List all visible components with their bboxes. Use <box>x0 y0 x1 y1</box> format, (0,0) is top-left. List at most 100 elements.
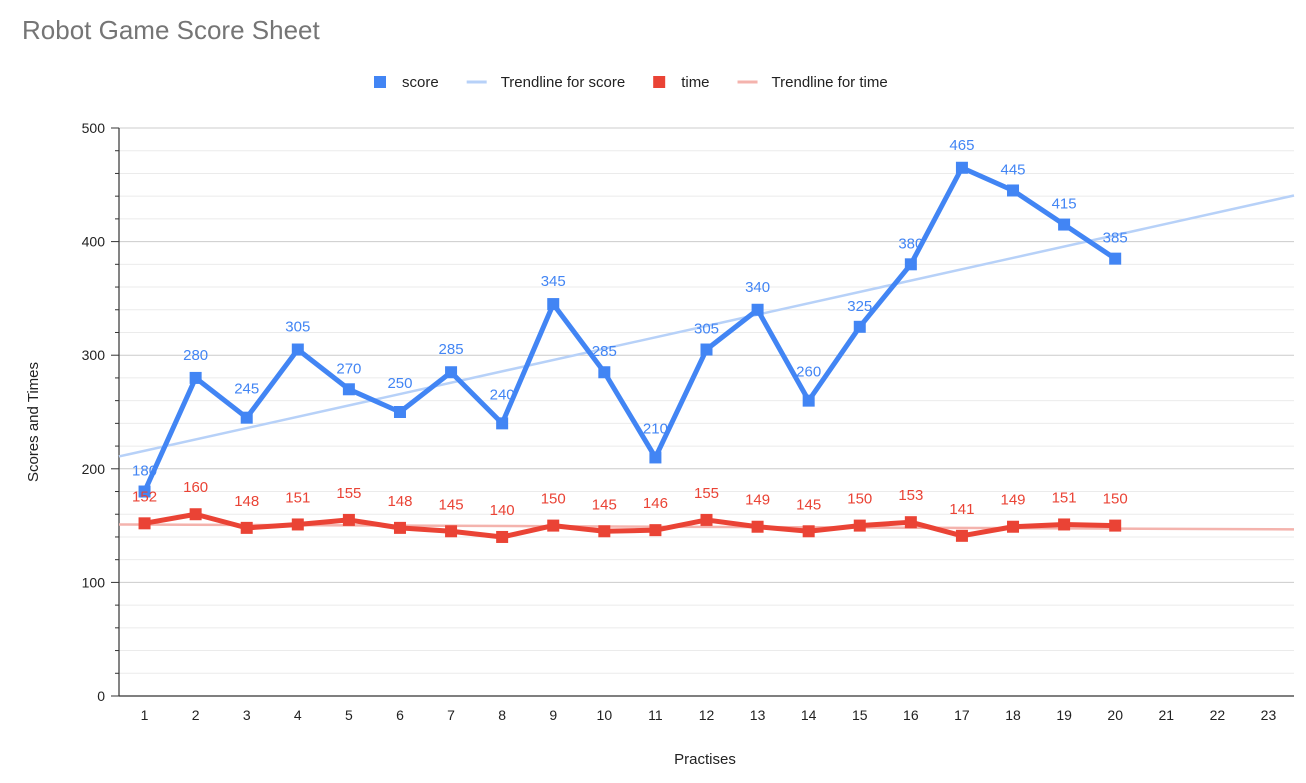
data-point-time[interactable] <box>393 521 406 534</box>
data-point-score[interactable] <box>1007 184 1020 197</box>
data-point-time[interactable] <box>853 519 866 532</box>
x-axis-title: Practises <box>674 751 736 768</box>
data-label-score: 260 <box>796 364 821 381</box>
data-point-time[interactable] <box>955 529 968 542</box>
x-tick-label: 21 <box>1158 707 1174 723</box>
y-tick-label: 200 <box>82 461 106 477</box>
legend-label: time <box>681 74 709 91</box>
data-point-score[interactable] <box>189 371 202 384</box>
data-label-score: 445 <box>1001 161 1026 178</box>
data-point-score[interactable] <box>649 451 662 464</box>
legend-item[interactable]: score <box>374 74 439 91</box>
data-label-time: 145 <box>592 496 617 513</box>
chart-legend[interactable]: score Trendline for score time Trendline fo… <box>374 74 888 91</box>
data-label-score: 210 <box>643 420 668 437</box>
data-point-score[interactable] <box>496 417 509 430</box>
data-point-score[interactable] <box>1109 252 1122 265</box>
data-label-score: 305 <box>694 321 719 338</box>
data-label-score: 415 <box>1052 196 1077 213</box>
x-tick-label: 8 <box>498 707 506 723</box>
data-point-score[interactable] <box>342 383 355 396</box>
data-point-score[interactable] <box>955 161 968 174</box>
data-point-time[interactable] <box>1007 520 1020 533</box>
data-label-time: 153 <box>898 487 923 504</box>
data-point-score[interactable] <box>751 303 764 316</box>
data-label-time: 151 <box>285 489 310 506</box>
data-label-score: 250 <box>387 375 412 392</box>
series-group <box>138 161 1122 543</box>
data-point-score[interactable] <box>393 406 406 418</box>
legend-swatch-score <box>374 76 386 88</box>
x-tick-label: 22 <box>1210 707 1226 723</box>
x-tick-label: 19 <box>1056 707 1072 723</box>
data-label-time: 155 <box>694 485 719 502</box>
x-tick-label: 6 <box>396 707 404 723</box>
data-point-time[interactable] <box>138 517 151 530</box>
data-point-time[interactable] <box>649 524 662 537</box>
data-label-time: 145 <box>796 496 821 513</box>
data-point-time[interactable] <box>240 521 253 534</box>
data-point-score[interactable] <box>240 411 253 424</box>
data-point-time[interactable] <box>496 530 509 543</box>
legend-label: Trendline for time <box>772 74 888 91</box>
x-tick-label: 12 <box>699 707 715 723</box>
y-tick-label: 100 <box>82 574 106 590</box>
data-point-time[interactable] <box>445 525 458 538</box>
data-point-time[interactable] <box>700 513 713 526</box>
chart-title: Robot Game Score Sheet <box>22 15 320 45</box>
x-tick-label: 18 <box>1005 707 1021 723</box>
data-point-time[interactable] <box>1109 519 1122 532</box>
data-point-time[interactable] <box>291 518 304 531</box>
x-tick-label: 11 <box>648 707 663 723</box>
x-tick-label: 5 <box>345 707 353 723</box>
data-label-score: 240 <box>490 386 515 403</box>
y-axis-title: Scores and Times <box>25 362 42 482</box>
trendline-score <box>118 194 1295 458</box>
data-point-score[interactable] <box>445 366 458 379</box>
data-point-score[interactable] <box>904 258 917 271</box>
data-point-score[interactable] <box>1058 218 1071 231</box>
data-label-time: 150 <box>541 491 566 508</box>
data-label-time: 148 <box>234 493 259 510</box>
data-point-time[interactable] <box>751 520 764 533</box>
data-point-score[interactable] <box>547 298 560 311</box>
data-point-score[interactable] <box>853 320 866 333</box>
data-label-time: 140 <box>490 502 515 519</box>
data-label-time: 146 <box>643 495 668 512</box>
y-tick-label: 400 <box>82 234 106 250</box>
data-point-time[interactable] <box>802 525 815 538</box>
data-point-score[interactable] <box>598 366 611 379</box>
data-label-score: 305 <box>285 319 310 336</box>
x-tick-label: 15 <box>852 707 868 723</box>
data-label-score: 385 <box>1103 230 1128 247</box>
data-point-time[interactable] <box>904 516 917 529</box>
data-point-time[interactable] <box>342 513 355 526</box>
data-label-score: 285 <box>592 343 617 360</box>
data-label-time: 151 <box>1052 489 1077 506</box>
data-point-time[interactable] <box>189 508 202 521</box>
data-label-time: 148 <box>387 493 412 510</box>
data-point-score[interactable] <box>138 485 151 498</box>
data-point-time[interactable] <box>598 525 611 538</box>
x-tick-label: 2 <box>192 707 200 723</box>
legend-item[interactable]: time <box>653 74 710 91</box>
data-point-time[interactable] <box>547 519 560 532</box>
data-label-time: 160 <box>183 479 208 496</box>
x-tick-label: 10 <box>597 707 613 723</box>
data-point-score[interactable] <box>802 394 815 407</box>
data-label-score: 285 <box>439 341 464 358</box>
data-label-time: 150 <box>847 491 872 508</box>
legend-label: Trendline for score <box>501 74 626 91</box>
data-labels: 180 280 245 305 270 250 285 240 345 285 210 305 340 2… <box>132 137 1128 519</box>
data-label-time: 149 <box>745 492 770 509</box>
x-tick-label: 17 <box>954 707 970 723</box>
data-point-time[interactable] <box>1058 518 1071 531</box>
data-point-score[interactable] <box>291 343 304 356</box>
legend-item[interactable]: Trendline for score <box>466 74 626 91</box>
series-line-time <box>142 511 1118 540</box>
data-point-score[interactable] <box>700 343 713 356</box>
x-tick-label: 23 <box>1261 707 1277 723</box>
legend-item[interactable]: Trendline for time <box>737 74 888 91</box>
